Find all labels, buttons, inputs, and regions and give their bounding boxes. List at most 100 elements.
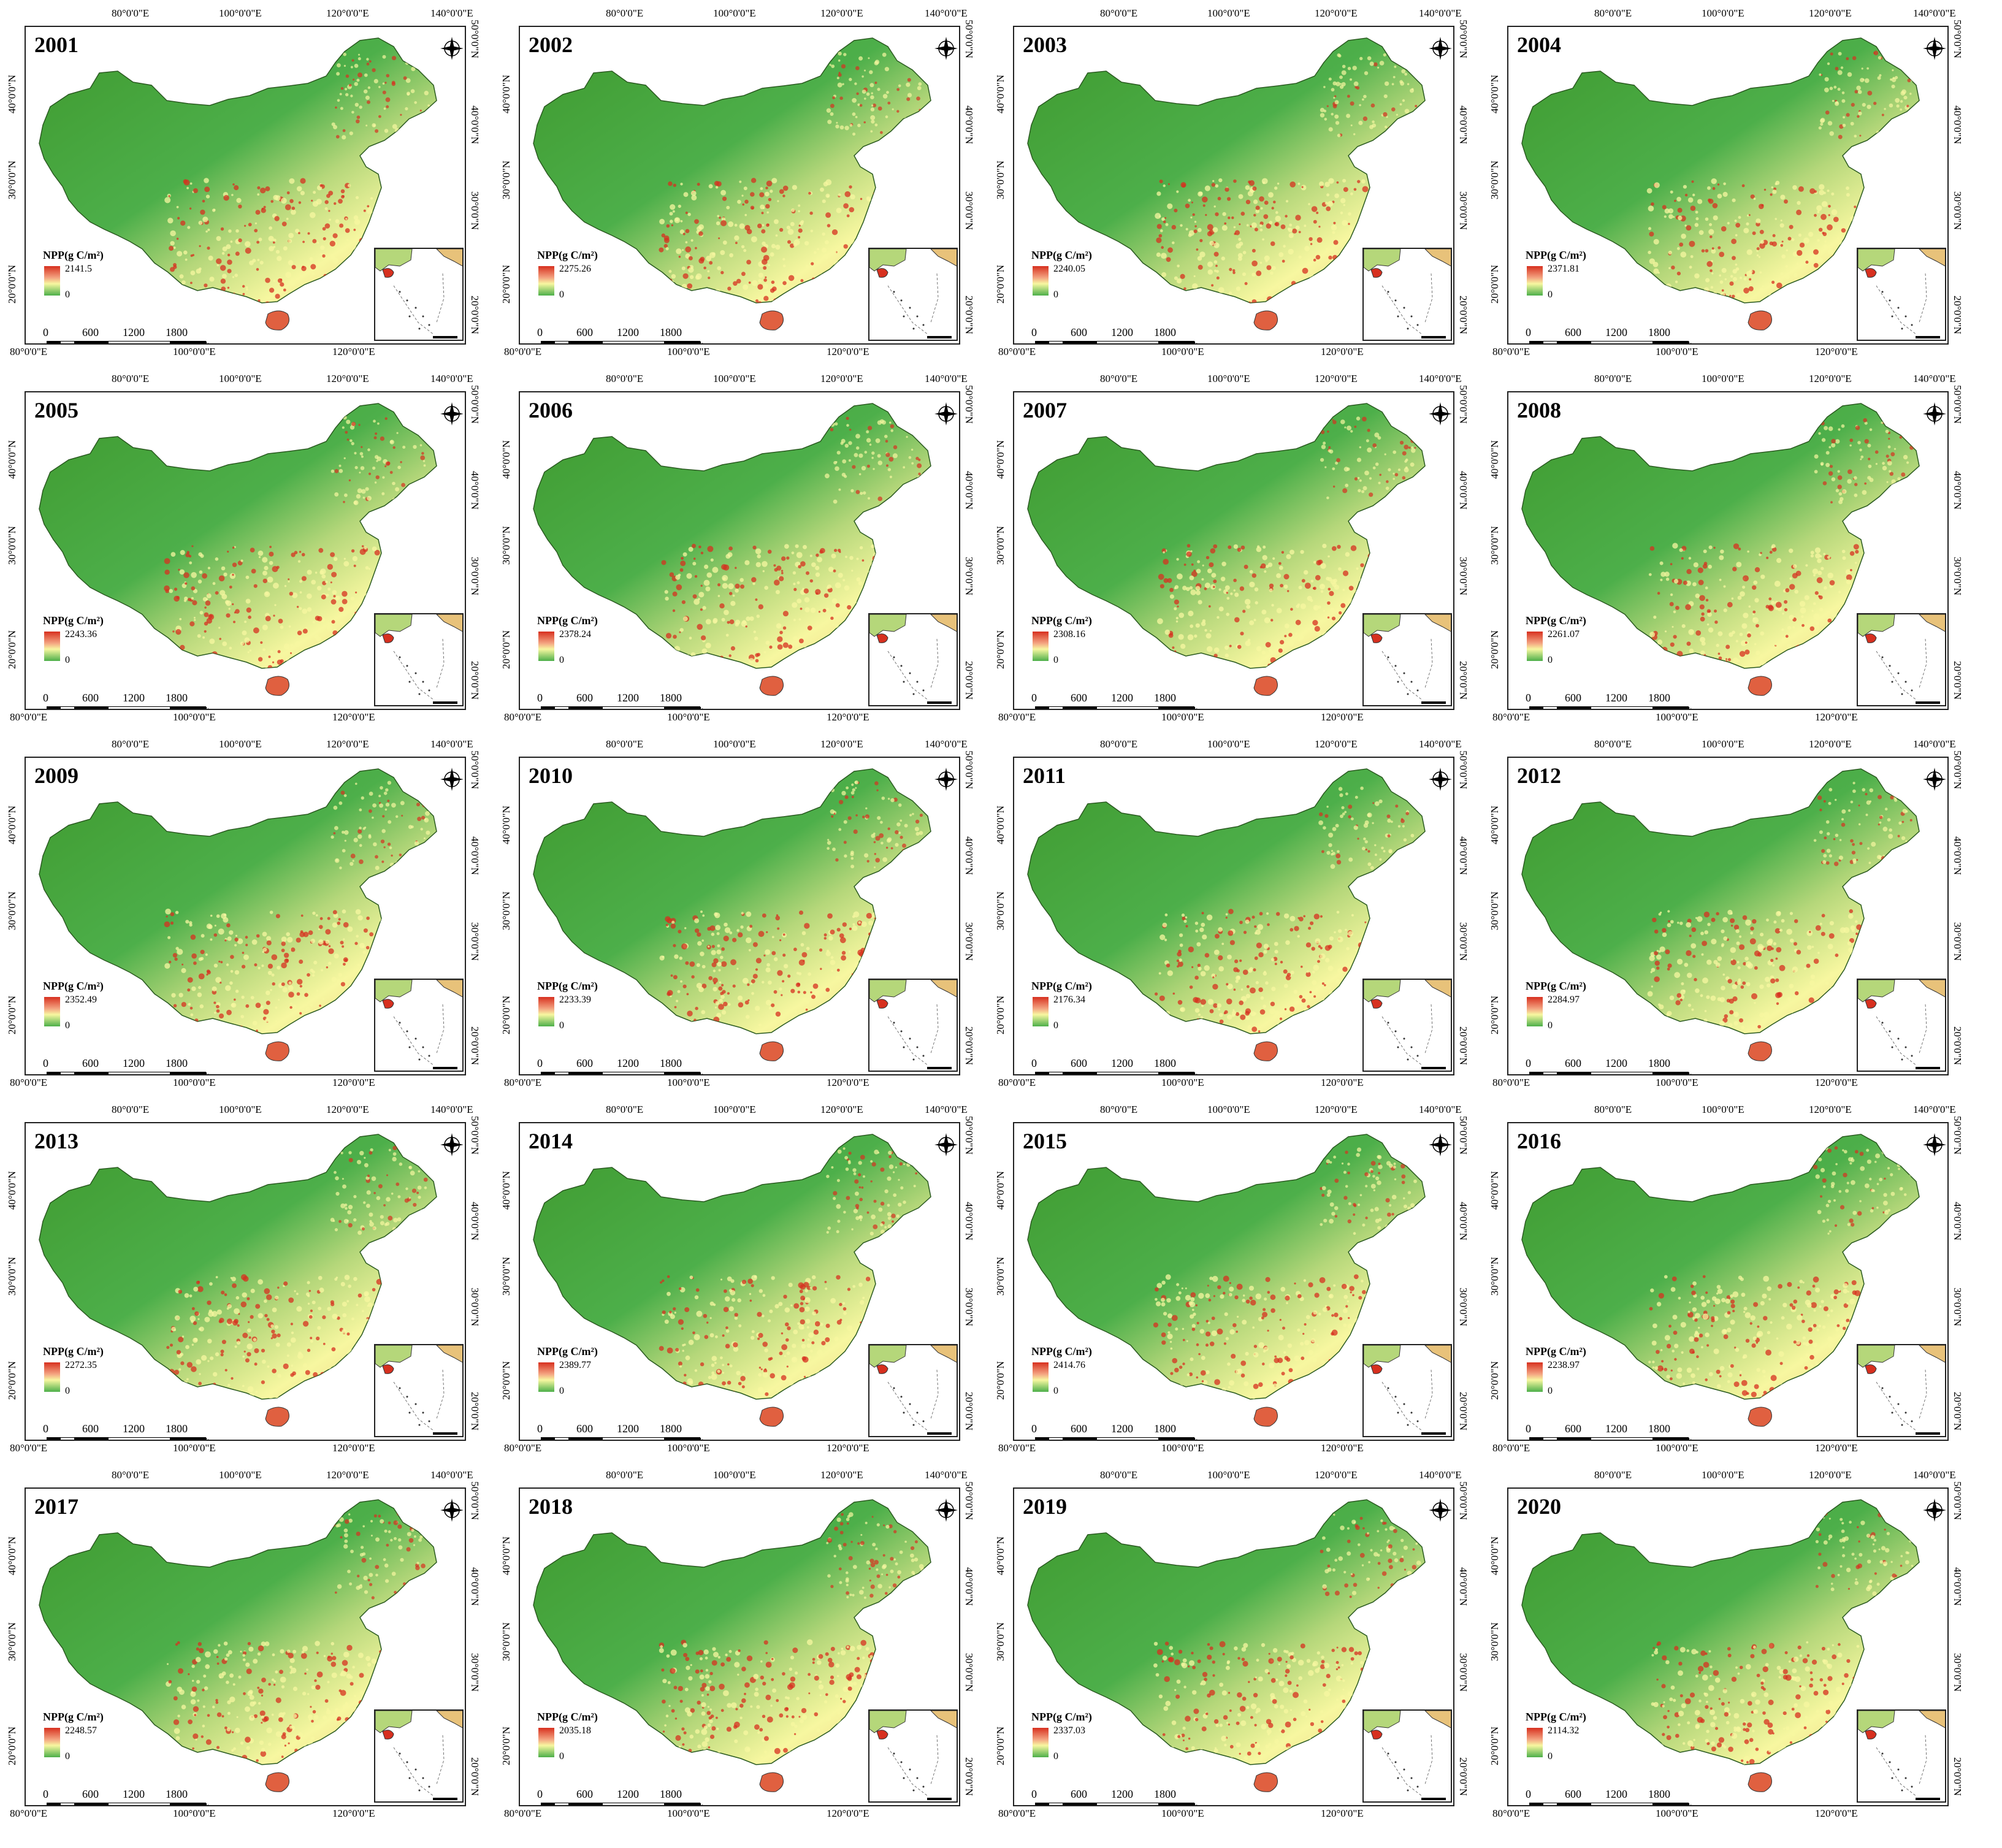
npp-legend: NPP(g C/m²) 2337.03 0: [1031, 1711, 1129, 1778]
legend-min-value: 0: [1053, 1020, 1058, 1031]
left-latitude-label: 20°0'0"N: [6, 265, 18, 304]
scale-bar-graphic: [1529, 706, 1689, 709]
right-latitude-label: 20°0'0"N: [1458, 1026, 1469, 1066]
scale-label: 600: [1565, 326, 1581, 338]
right-latitude-label: 20°0'0"N: [1952, 1392, 1963, 1431]
npp-legend: NPP(g C/m²) 2352.49 0: [43, 980, 141, 1047]
legend-min-value: 0: [559, 1386, 564, 1396]
bottom-longitude-label: 100°0'0"E: [173, 1808, 216, 1819]
map-frame: 2018 NPP(g C/m²) 2035.18 0 0 600 1200 1800 km: [519, 1487, 960, 1806]
hainan-island: [265, 1772, 289, 1792]
top-longitude-label: 140°0'0"E: [1913, 1469, 1956, 1481]
legend-color-ramp: [538, 1362, 554, 1392]
right-latitude-label: 50°0'0"N: [469, 20, 481, 59]
bottom-longitude-label: 120°0'0"E: [827, 1808, 869, 1819]
top-longitude-label: 120°0'0"E: [820, 1104, 863, 1115]
scale-label: 0: [537, 326, 543, 338]
npp-legend: NPP(g C/m²) 2261.07 0: [1526, 614, 1624, 682]
legend-title: NPP(g C/m²): [43, 1711, 104, 1723]
map-frame: 2009 NPP(g C/m²) 2352.49 0 0 600 1200 1800 km: [25, 757, 466, 1075]
left-latitude-label: 20°0'0"N: [995, 630, 1006, 670]
scale-bar: 0 600 1200 1800 km: [1031, 1422, 1215, 1440]
bottom-longitude-label: 120°0'0"E: [332, 1808, 375, 1819]
map-panel: 80°0'0"E 100°0'0"E 120°0'0"E 140°0'0"E 80°0'…: [1489, 373, 1968, 723]
top-longitude-label: 120°0'0"E: [1809, 1104, 1852, 1115]
inset-map: [869, 1711, 957, 1800]
npp-legend: NPP(g C/m²) 2035.18 0: [537, 1711, 635, 1778]
top-longitude-label: 80°0'0"E: [606, 373, 644, 384]
right-latitude-label: 40°0'0"N: [1952, 836, 1963, 876]
legend-title: NPP(g C/m²): [1031, 1711, 1092, 1723]
compass-rose-icon: [440, 37, 464, 60]
left-latitude-label: 20°0'0"N: [1489, 630, 1500, 670]
map-panel: 80°0'0"E 100°0'0"E 120°0'0"E 140°0'0"E 80°0'…: [995, 373, 1474, 723]
south-china-sea-inset: [868, 979, 958, 1072]
scale-label: 600: [576, 1788, 593, 1800]
npp-legend: NPP(g C/m²) 2176.34 0: [1031, 980, 1129, 1047]
compass-rose-icon: [934, 1133, 958, 1156]
right-latitude-label: 40°0'0"N: [469, 836, 481, 876]
npp-legend: NPP(g C/m²) 2414.76 0: [1031, 1345, 1129, 1413]
right-latitude-label: 20°0'0"N: [469, 296, 481, 335]
left-latitude-label: 40°0'0"N: [6, 75, 18, 114]
top-longitude-label: 120°0'0"E: [820, 373, 863, 384]
right-latitude-label: 50°0'0"N: [469, 1116, 481, 1155]
scale-label: 1200: [123, 1422, 145, 1435]
scale-unit: km: [1690, 1073, 1701, 1074]
left-latitude-label: 20°0'0"N: [6, 1727, 18, 1766]
left-latitude-label: 30°0'0"N: [995, 1257, 1006, 1296]
left-latitude-label: 30°0'0"N: [1489, 161, 1500, 200]
compass-rose-icon: [1923, 37, 1946, 60]
bottom-longitude-label: 120°0'0"E: [1321, 1442, 1364, 1454]
scale-label: 1800: [1648, 1057, 1670, 1069]
south-china-sea-inset: [374, 248, 464, 341]
legend-color-ramp: [538, 266, 554, 296]
map-frame: 2020 NPP(g C/m²) 2114.32 0 0 600 1200 1800 km: [1507, 1487, 1949, 1806]
scale-label: 0: [43, 326, 48, 338]
left-latitude-label: 40°0'0"N: [1489, 806, 1500, 845]
npp-legend: NPP(g C/m²) 2114.32 0: [1526, 1711, 1624, 1778]
bottom-longitude-label: 80°0'0"E: [10, 346, 48, 357]
scale-bar: 0 600 1200 1800 km: [43, 1788, 227, 1805]
scale-label: 0: [1031, 326, 1037, 338]
scale-unit: km: [207, 1438, 218, 1440]
right-latitude-label: 20°0'0"N: [1458, 296, 1469, 335]
china-npp-map: [39, 1134, 437, 1427]
top-longitude-label: 80°0'0"E: [1100, 7, 1138, 19]
top-longitude-label: 80°0'0"E: [112, 1104, 150, 1115]
south-china-sea-inset: [374, 979, 464, 1072]
scale-bar: 0 600 1200 1800 km: [537, 692, 721, 709]
top-longitude-label: 140°0'0"E: [430, 373, 473, 384]
hainan-island: [759, 676, 784, 696]
top-longitude-label: 80°0'0"E: [606, 738, 644, 750]
right-latitude-label: 20°0'0"N: [1952, 661, 1963, 700]
right-latitude-label: 40°0'0"N: [1952, 471, 1963, 510]
map-panel: 80°0'0"E 100°0'0"E 120°0'0"E 140°0'0"E 80°0'…: [995, 738, 1474, 1088]
legend-max-value: 2337.03: [1053, 1725, 1085, 1736]
map-panel: 80°0'0"E 100°0'0"E 120°0'0"E 140°0'0"E 80°0'…: [1489, 1469, 1968, 1819]
bottom-longitude-label: 100°0'0"E: [173, 1077, 216, 1088]
right-latitude-label: 30°0'0"N: [963, 1653, 975, 1692]
right-latitude-label: 20°0'0"N: [469, 1026, 481, 1066]
right-latitude-label: 50°0'0"N: [1458, 385, 1469, 424]
scale-label: 600: [1565, 692, 1581, 704]
scale-label: 0: [43, 1422, 48, 1435]
bottom-longitude-label: 120°0'0"E: [1815, 711, 1858, 723]
scale-label: 0: [43, 1788, 48, 1800]
inset-map: [1858, 1711, 1945, 1800]
scale-bar: 0 600 1200 1800 km: [1526, 1788, 1710, 1805]
scale-label: 600: [1565, 1788, 1581, 1800]
legend-color-ramp: [538, 632, 554, 661]
scale-bar: 0 600 1200 1800 km: [1526, 326, 1710, 343]
south-china-sea-inset: [1857, 248, 1946, 341]
scale-label: 600: [576, 692, 593, 704]
compass-rose-icon: [1429, 1133, 1452, 1156]
right-latitude-label: 40°0'0"N: [1458, 105, 1469, 145]
top-longitude-label: 100°0'0"E: [1702, 373, 1744, 384]
bottom-longitude-label: 100°0'0"E: [173, 711, 216, 723]
left-latitude-label: 30°0'0"N: [6, 892, 18, 931]
legend-title: NPP(g C/m²): [1526, 980, 1586, 992]
left-latitude-label: 30°0'0"N: [1489, 892, 1500, 931]
south-china-sea-inset: [374, 1709, 464, 1803]
south-china-sea-inset: [374, 613, 464, 706]
